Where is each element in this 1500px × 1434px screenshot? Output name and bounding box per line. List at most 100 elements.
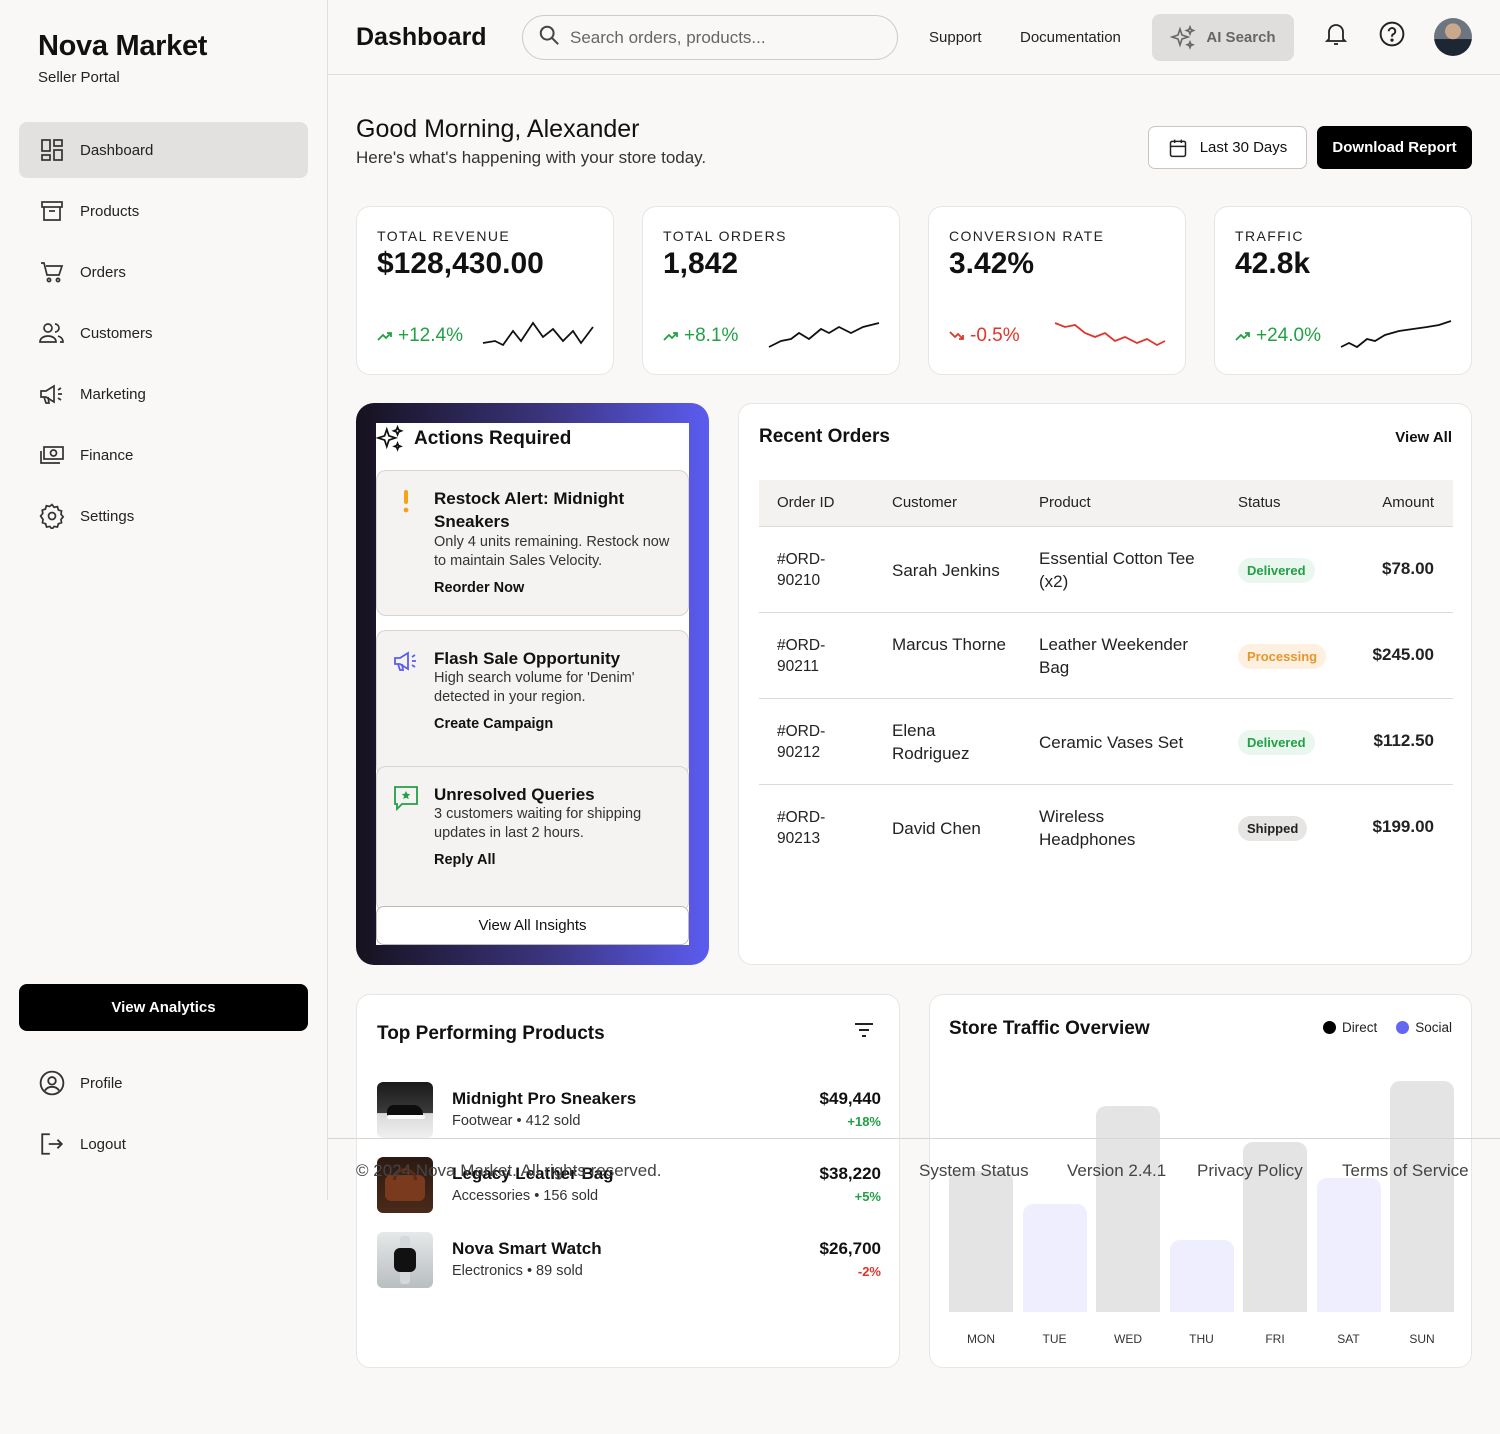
- help-icon[interactable]: [1378, 20, 1406, 48]
- orders-view-all-link[interactable]: View All: [1395, 429, 1452, 446]
- sidebar-item-label: Profile: [80, 1074, 123, 1092]
- greeting-title: Good Morning, Alexander: [356, 115, 640, 143]
- users-icon: [39, 320, 65, 346]
- sidebar-item-profile[interactable]: Profile: [19, 1055, 308, 1111]
- table-row[interactable]: #ORD- 90211 Marcus Thorne Leather Weeken…: [759, 613, 1453, 699]
- bell-icon[interactable]: [1322, 20, 1350, 48]
- support-link[interactable]: Support: [929, 29, 982, 46]
- brand-subtitle: Seller Portal: [38, 69, 120, 86]
- sparkle-icon: [1170, 24, 1197, 50]
- footer-privacy-link[interactable]: Privacy Policy: [1197, 1161, 1303, 1180]
- order-id: #ORD- 90213: [777, 809, 826, 847]
- legend-item-social: Social: [1396, 1020, 1452, 1035]
- sparkle-icon: [376, 425, 404, 452]
- search-placeholder: Search orders, products...: [570, 27, 766, 47]
- table-row[interactable]: #ORD- 90210 Sarah Jenkins Essential Cott…: [759, 527, 1453, 613]
- order-id: #ORD- 90211: [777, 637, 826, 675]
- trend-down-icon: [949, 331, 964, 340]
- legend-label: Social: [1415, 1020, 1452, 1035]
- column-header: Status: [1238, 494, 1281, 511]
- store-traffic-panel: Store Traffic Overview Direct Social MON…: [929, 994, 1472, 1368]
- status-badge: Processing: [1238, 644, 1327, 669]
- footer-version: Version 2.4.1: [1067, 1161, 1167, 1180]
- order-id: #ORD- 90210: [777, 551, 826, 589]
- archive-icon: [39, 198, 65, 224]
- column-header: Customer: [892, 494, 958, 511]
- legend-item-direct: Direct: [1322, 1020, 1377, 1035]
- product-name: Legacy Leather Bag: [452, 1164, 614, 1183]
- kpi-value: $128,430.00: [377, 247, 544, 280]
- bar-fri-direct: [1243, 1142, 1307, 1312]
- sidebar-item-dashboard[interactable]: Dashboard: [19, 122, 308, 178]
- product-item[interactable]: Nova Smart Watch Electronics • 89 sold $…: [377, 1232, 881, 1288]
- avatar[interactable]: [1434, 18, 1472, 56]
- action-title: Flash Sale Opportunity: [434, 649, 621, 668]
- sidebar-item-label: Logout: [80, 1135, 126, 1153]
- kpi-delta: -0.5%: [949, 325, 1020, 347]
- date-range-label: Last 30 Days: [1199, 139, 1288, 156]
- ai-search-label: AI Search: [1206, 29, 1276, 46]
- product-item[interactable]: Midnight Pro Sneakers Footwear • 412 sol…: [377, 1082, 881, 1138]
- x-tick-label: FRI: [1265, 1332, 1285, 1346]
- legend-swatch: [1322, 1021, 1336, 1034]
- order-amount: $78.00: [1382, 559, 1434, 578]
- traffic-bar-chart: [949, 1055, 1454, 1312]
- top-products-title: Top Performing Products: [377, 1023, 605, 1044]
- download-report-button[interactable]: Download Report: [1317, 126, 1472, 169]
- sidebar-item-finance[interactable]: Finance: [19, 427, 308, 483]
- kpi-delta: +12.4%: [377, 325, 463, 347]
- search-icon: [538, 24, 560, 51]
- reply-all-link[interactable]: Reply All: [434, 852, 496, 868]
- action-description: High search volume for 'Denim' detected …: [434, 670, 635, 705]
- action-description: 3 customers waiting for shipping updates…: [434, 806, 642, 841]
- create-campaign-link[interactable]: Create Campaign: [434, 716, 554, 732]
- order-amount: $245.00: [1372, 645, 1434, 664]
- sidebar-item-marketing[interactable]: Marketing: [19, 366, 308, 422]
- footer-system-status-link[interactable]: System Status: [919, 1161, 1029, 1180]
- documentation-link[interactable]: Documentation: [1020, 29, 1121, 46]
- sidebar-item-products[interactable]: Products: [19, 183, 308, 239]
- view-analytics-button[interactable]: View Analytics: [19, 984, 308, 1031]
- kpi-value: 1,842: [663, 247, 739, 280]
- ai-search-button[interactable]: AI Search: [1152, 14, 1294, 61]
- table-row[interactable]: #ORD- 90213 David Chen Wireless Headphon…: [759, 785, 1453, 871]
- kpi-delta: +8.1%: [663, 325, 738, 347]
- exclamation-icon: [393, 489, 419, 515]
- x-tick-label: WED: [1114, 1332, 1142, 1346]
- greeting-subtitle: Here's what's happening with your store …: [356, 148, 707, 167]
- x-tick-label: MON: [967, 1332, 995, 1346]
- filter-icon[interactable]: [853, 1021, 875, 1044]
- column-header: Product: [1039, 494, 1091, 511]
- action-title: Restock Alert: Midnight Sneakers: [434, 489, 625, 531]
- traffic-title: Store Traffic Overview: [949, 1018, 1150, 1039]
- bar-wed-direct: [1096, 1106, 1160, 1312]
- view-all-insights-button[interactable]: View All Insights: [376, 906, 689, 945]
- footer-terms-link[interactable]: Terms of Service: [1342, 1161, 1469, 1180]
- kpi-delta-value: +12.4%: [398, 325, 463, 346]
- search-input[interactable]: Search orders, products...: [522, 15, 898, 60]
- kpi-delta-value: +8.1%: [684, 325, 739, 346]
- product-revenue: $49,440: [819, 1089, 881, 1108]
- footer-copyright: © 2024 Nova Market. All rights reserved.: [356, 1161, 662, 1180]
- sidebar-item-customers[interactable]: Customers: [19, 305, 308, 361]
- order-customer: Elena Rodriguez: [892, 721, 970, 763]
- sidebar: Nova Market Seller Portal Dashboard Prod…: [0, 0, 328, 1200]
- kpi-card-traffic: TRAFFIC 42.8k +24.0%: [1214, 206, 1472, 375]
- calendar-icon: [1169, 139, 1186, 157]
- trend-up-icon: [663, 332, 678, 341]
- action-card-flash-sale: Flash Sale Opportunity High search volum…: [376, 630, 689, 776]
- action-title: Unresolved Queries: [434, 785, 595, 804]
- sidebar-item-settings[interactable]: Settings: [19, 488, 308, 544]
- kpi-label: TOTAL ORDERS: [663, 228, 787, 244]
- sidebar-item-logout[interactable]: Logout: [19, 1116, 308, 1172]
- orders-title: Recent Orders: [759, 426, 890, 447]
- kpi-card-orders: TOTAL ORDERS 1,842 +8.1%: [642, 206, 900, 375]
- kpi-sparkline: [1340, 320, 1452, 349]
- sidebar-item-orders[interactable]: Orders: [19, 244, 308, 300]
- date-range-button[interactable]: Last 30 Days: [1148, 126, 1307, 169]
- table-header: Order ID Customer Product Status Amount: [759, 480, 1453, 527]
- bar-thu-social: [1169, 1240, 1234, 1312]
- table-row[interactable]: #ORD- 90212 Elena Rodriguez Ceramic Vase…: [759, 699, 1453, 785]
- reorder-now-link[interactable]: Reorder Now: [434, 580, 525, 596]
- product-item[interactable]: Legacy Leather Bag Accessories • 156 sol…: [377, 1157, 881, 1213]
